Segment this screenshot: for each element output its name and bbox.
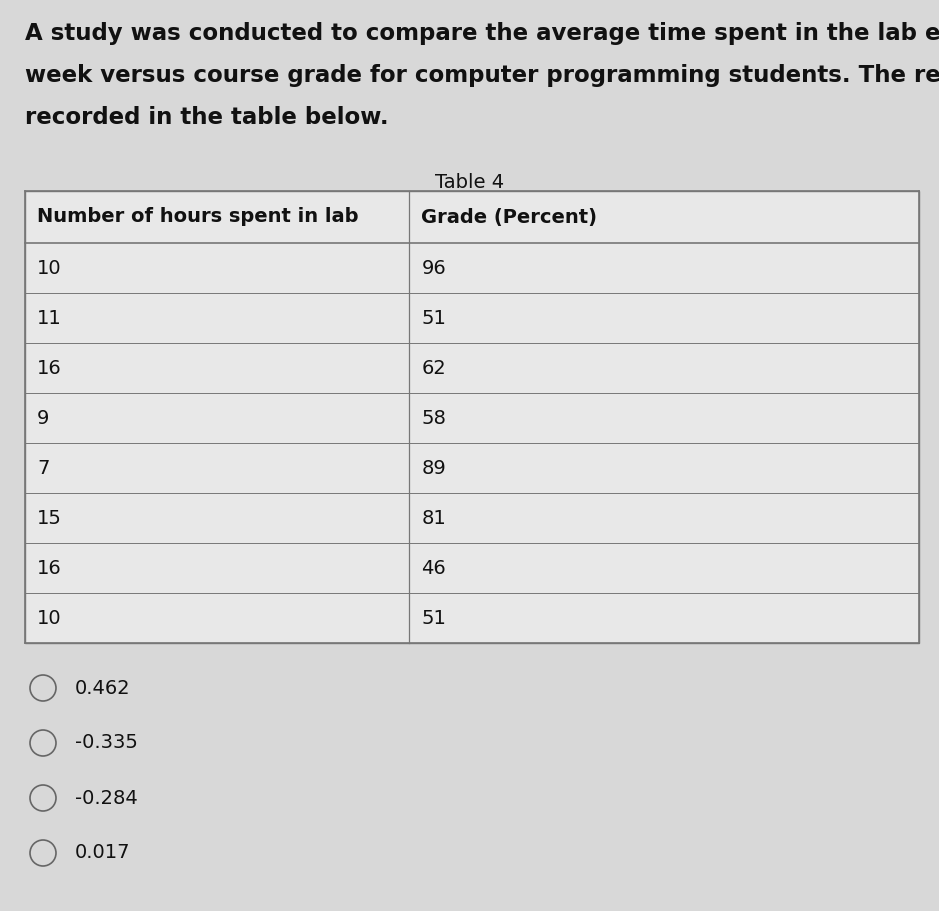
- Text: 9: 9: [37, 408, 50, 427]
- Bar: [25, 191, 919, 643]
- Text: A study was conducted to compare the average time spent in the lab each: A study was conducted to compare the ave…: [25, 22, 939, 45]
- Text: 62: 62: [422, 359, 446, 377]
- Text: -0.335: -0.335: [75, 733, 138, 752]
- Text: -0.284: -0.284: [75, 789, 138, 807]
- Text: 89: 89: [422, 458, 446, 477]
- Text: 51: 51: [422, 609, 446, 628]
- Text: recorded in the table below.: recorded in the table below.: [25, 106, 389, 129]
- Text: 58: 58: [422, 408, 446, 427]
- Text: week versus course grade for computer programming students. The results are: week versus course grade for computer pr…: [25, 64, 939, 87]
- Text: Grade (Percent): Grade (Percent): [422, 208, 597, 227]
- Text: 51: 51: [422, 309, 446, 327]
- Text: 7: 7: [37, 458, 50, 477]
- Text: 10: 10: [37, 609, 62, 628]
- Text: 81: 81: [422, 508, 446, 527]
- Text: 16: 16: [37, 359, 62, 377]
- Text: 0.017: 0.017: [75, 844, 131, 863]
- Text: 0.462: 0.462: [75, 679, 131, 698]
- Text: 15: 15: [37, 508, 62, 527]
- Text: 16: 16: [37, 558, 62, 578]
- Text: 11: 11: [37, 309, 62, 327]
- Text: Table 4: Table 4: [435, 173, 504, 192]
- Text: 96: 96: [422, 259, 446, 278]
- Text: 46: 46: [422, 558, 446, 578]
- Text: Number of hours spent in lab: Number of hours spent in lab: [37, 208, 359, 227]
- Text: 10: 10: [37, 259, 62, 278]
